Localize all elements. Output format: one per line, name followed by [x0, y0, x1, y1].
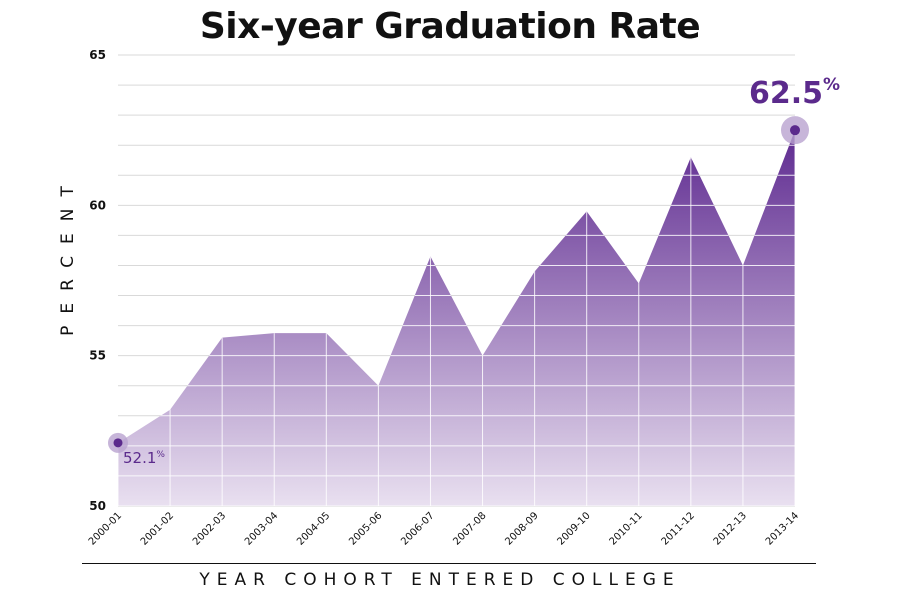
end-markers	[108, 116, 809, 453]
x-tick-label: 2008-09	[503, 510, 540, 547]
x-tick-label: 2013-14	[764, 510, 801, 547]
y-tick-labels: 50 55 60 65	[89, 48, 106, 513]
x-tick-label: 2001-02	[139, 510, 176, 547]
x-axis-rule	[82, 563, 816, 564]
x-tick-label: 2012-13	[712, 510, 749, 547]
x-tick-label: 2007-08	[451, 510, 488, 547]
y-tick-label: 50	[89, 499, 106, 513]
y-tick-label: 60	[89, 198, 106, 212]
x-tick-labels: 2000-01 2001-02 2002-03 2003-04 2004-05 2005-…	[87, 510, 801, 547]
x-tick-label: 2002-03	[191, 510, 228, 547]
y-tick-label: 55	[89, 349, 106, 363]
x-tick-label: 2000-01	[87, 510, 124, 547]
x-axis-label: YEAR COHORT ENTERED COLLEGE	[199, 570, 681, 590]
x-tick-label: 2011-12	[660, 510, 697, 547]
x-tick-label: 2010-11	[608, 510, 645, 547]
data-point-marker	[790, 125, 800, 136]
y-tick-label: 65	[89, 48, 106, 62]
end-value-label: 62.5%	[749, 75, 840, 111]
area-series	[118, 130, 795, 506]
chart-title: Six-year Graduation Rate	[199, 6, 701, 47]
x-tick-label: 2006-07	[399, 510, 436, 547]
x-tick-label: 2009-10	[555, 510, 592, 547]
x-tick-label: 2005-06	[347, 510, 384, 547]
start-value-label: 52.1%	[123, 449, 165, 467]
data-point-marker	[113, 438, 123, 448]
x-tick-label: 2004-05	[295, 510, 332, 547]
x-tick-label: 2003-04	[243, 510, 280, 547]
